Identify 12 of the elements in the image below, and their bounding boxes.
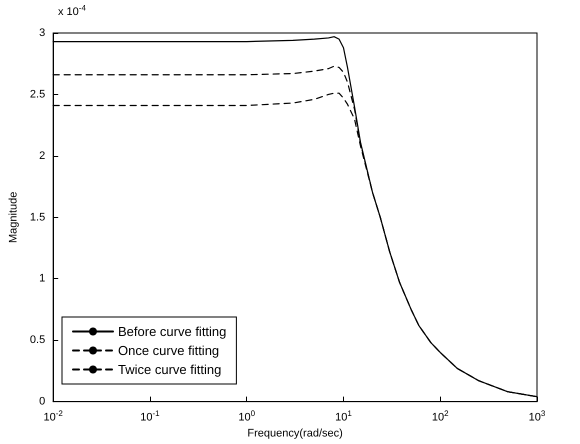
x-axis-title: Frequency(rad/sec) [247, 428, 343, 440]
y-axis-title: Magnitude [8, 192, 20, 243]
y-tick-label: 3 [39, 27, 46, 39]
y-tick-label: 0 [39, 396, 46, 408]
y-tick-label: 1 [39, 272, 46, 285]
legend-label: Before curve fitting [118, 324, 226, 339]
y-tick-label: 1.5 [30, 211, 46, 224]
y-tick-label: 2.5 [30, 88, 46, 100]
legend-label: Once curve fitting [118, 343, 220, 358]
y-tick-label: 0.5 [30, 334, 46, 346]
y-tick-label: 2 [39, 150, 46, 162]
legend-label: Twice curve fitting [118, 362, 222, 377]
